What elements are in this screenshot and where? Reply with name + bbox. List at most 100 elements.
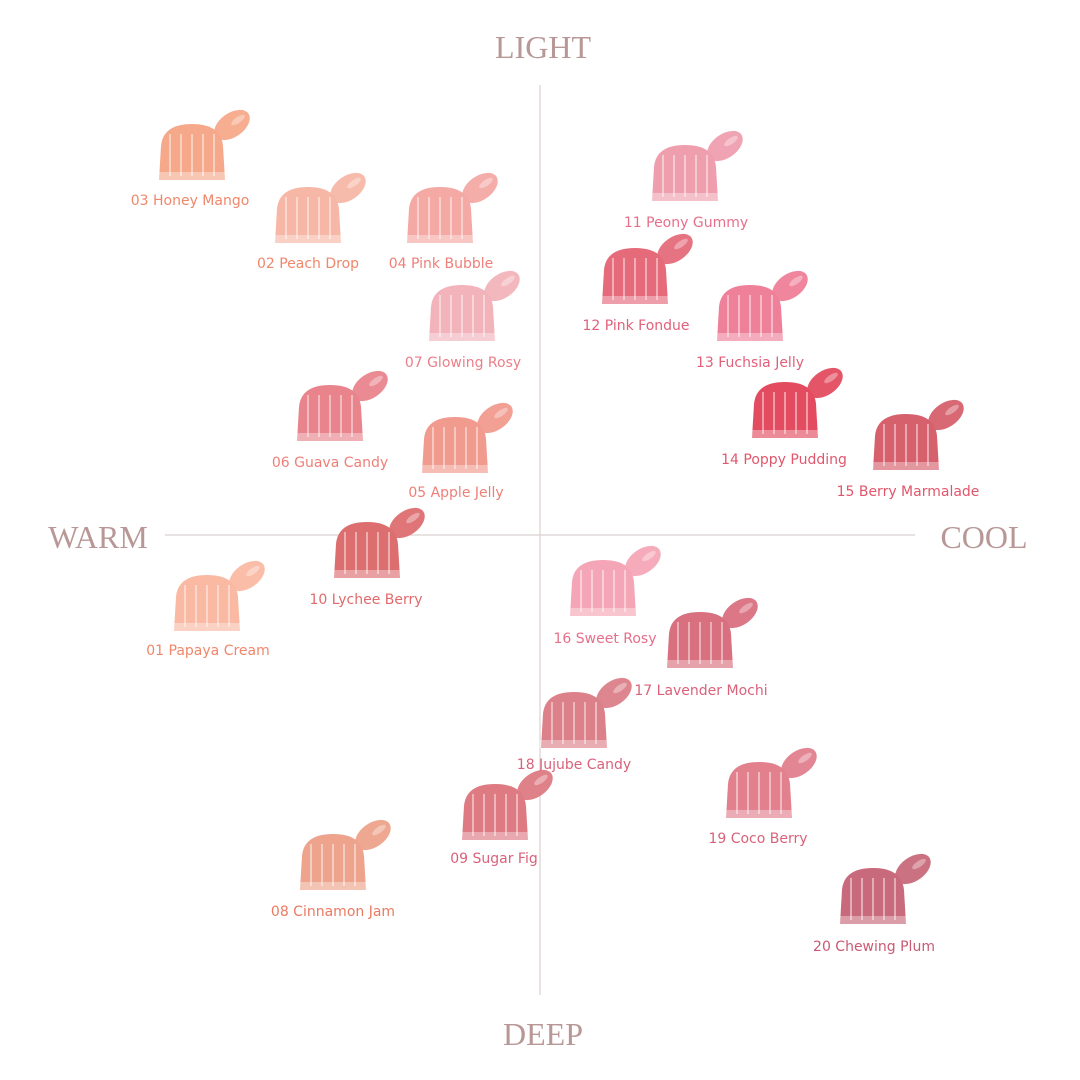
swatch-shine (501, 275, 515, 287)
jelly (275, 187, 341, 243)
jelly-base (273, 235, 343, 243)
jelly-base (871, 462, 941, 470)
jelly-base (715, 333, 785, 341)
axis-left-label: WARM (48, 519, 148, 555)
shade-label: 20 Chewing Plum (813, 939, 935, 955)
swatch (214, 109, 250, 141)
jelly-base (838, 916, 908, 924)
swatch (596, 677, 632, 709)
shade-label: 16 Sweet Rosy (553, 631, 656, 647)
shade-item: 02 Peach Drop (257, 172, 366, 272)
jelly (429, 285, 495, 341)
jelly-base (600, 296, 670, 304)
swatch-shine (246, 565, 260, 577)
jelly-base (172, 623, 242, 631)
shade-label: 11 Peony Gummy (624, 215, 748, 231)
swatch (517, 769, 553, 801)
jelly-base (298, 882, 368, 890)
shade-item: 01 Papaya Cream (146, 560, 270, 659)
shade-item: 18 Jujube Candy (517, 677, 632, 773)
jelly (334, 522, 400, 578)
shade-label: 15 Berry Marmalade (837, 484, 980, 500)
jelly (462, 784, 528, 840)
swatch (477, 402, 513, 434)
swatch (330, 172, 366, 204)
jelly (174, 575, 240, 631)
shade-item: 12 Pink Fondue (582, 233, 693, 334)
shade-label: 08 Cinnamon Jam (271, 904, 395, 920)
jelly-base (460, 832, 530, 840)
jelly-base (295, 433, 365, 441)
jelly (570, 560, 636, 616)
shade-label: 19 Coco Berry (708, 831, 807, 847)
swatch-shine (798, 752, 812, 764)
shade-label: 01 Papaya Cream (146, 643, 270, 659)
swatch-shine (824, 372, 838, 384)
jelly (407, 187, 473, 243)
shade-label: 13 Fuchsia Jelly (696, 355, 804, 371)
shade-label: 14 Poppy Pudding (721, 452, 847, 468)
jelly (297, 385, 363, 441)
jelly (840, 868, 906, 924)
swatch-shine (674, 238, 688, 250)
swatch (229, 560, 265, 592)
shade-item: 08 Cinnamon Jam (271, 819, 395, 920)
shade-label: 12 Pink Fondue (582, 318, 689, 334)
jelly-base (157, 172, 227, 180)
swatch-shine (945, 404, 959, 416)
jelly (873, 414, 939, 470)
swatch-shine (739, 602, 753, 614)
swatch (772, 270, 808, 302)
shade-item: 03 Honey Mango (131, 109, 250, 209)
shade-item: 16 Sweet Rosy (553, 545, 661, 647)
jelly (717, 285, 783, 341)
jelly-base (750, 430, 820, 438)
jelly-base (427, 333, 497, 341)
jelly (541, 692, 607, 748)
shade-item: 13 Fuchsia Jelly (696, 270, 808, 371)
swatch (657, 233, 693, 265)
swatch (707, 130, 743, 162)
swatch (625, 545, 661, 577)
shade-label: 05 Apple Jelly (408, 485, 503, 501)
swatch (484, 270, 520, 302)
jelly (667, 612, 733, 668)
shade-item: 06 Guava Candy (272, 370, 388, 471)
swatch-shine (479, 177, 493, 189)
shade-item: 07 Glowing Rosy (405, 270, 521, 371)
swatch-shine (912, 858, 926, 870)
swatch-shine (724, 135, 738, 147)
shade-label: 06 Guava Candy (272, 455, 388, 471)
swatch-shine (534, 774, 548, 786)
shade-item: 15 Berry Marmalade (837, 399, 980, 500)
shade-item: 04 Pink Bubble (389, 172, 498, 272)
shade-label: 17 Lavender Mochi (634, 683, 767, 699)
shade-item: 09 Sugar Fig (450, 769, 553, 867)
shade-label: 02 Peach Drop (257, 256, 359, 272)
jelly (300, 834, 366, 890)
jelly-base (405, 235, 475, 243)
shade-item: 19 Coco Berry (708, 747, 817, 847)
shade-item: 11 Peony Gummy (624, 130, 748, 231)
swatch (722, 597, 758, 629)
jelly (726, 762, 792, 818)
swatch-shine (494, 407, 508, 419)
swatch (807, 367, 843, 399)
axis-right-label: COOL (940, 519, 1027, 555)
jelly (422, 417, 488, 473)
swatch-shine (789, 275, 803, 287)
shade-item: 14 Poppy Pudding (721, 367, 847, 468)
shade-item: 17 Lavender Mochi (634, 597, 768, 699)
shade-label: 10 Lychee Berry (309, 592, 422, 608)
swatch-shine (642, 550, 656, 562)
swatch (895, 853, 931, 885)
swatch-shine (369, 375, 383, 387)
shade-item: 20 Chewing Plum (813, 853, 935, 955)
jelly-base (568, 608, 638, 616)
swatch-shine (406, 512, 420, 524)
shade-item: 10 Lychee Berry (309, 507, 425, 608)
shade-label: 18 Jujube Candy (517, 757, 631, 773)
swatch (462, 172, 498, 204)
shade-label: 03 Honey Mango (131, 193, 250, 209)
axis-bottom-label: DEEP (503, 1016, 583, 1052)
